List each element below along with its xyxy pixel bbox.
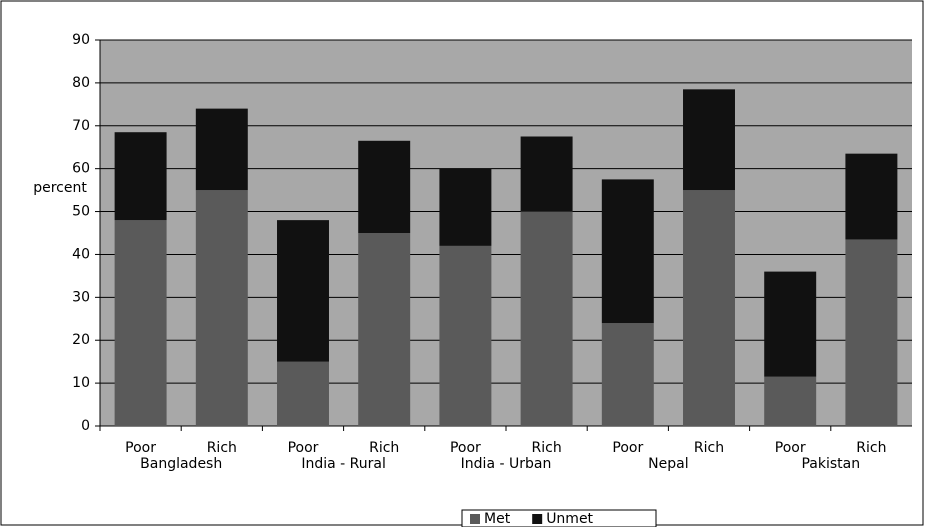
y-tick-label: 50 [72,204,90,220]
bar-segment [277,220,329,362]
x-tick-label: Rich [694,440,724,456]
legend-label: Met [484,511,511,527]
bar-segment [277,361,329,426]
y-tick-label: 0 [81,418,90,434]
group-label: India - Urban [461,456,552,472]
bar-segment [358,233,411,426]
group-label: Bangladesh [140,456,222,472]
y-tick-label: 90 [72,32,90,48]
bar-segment [764,376,817,426]
x-tick-label: Poor [775,440,806,456]
bar-segment [601,179,654,324]
y-tick-label: 10 [72,375,90,391]
y-tick-label: 80 [72,75,90,91]
y-tick-label: 40 [72,246,90,262]
bar-segment [114,132,167,221]
x-tick-label: Poor [612,440,643,456]
bar-segment [601,323,654,426]
bar-segment [114,220,167,426]
x-tick-label: Rich [532,440,562,456]
x-tick-label: Poor [288,440,319,456]
bar-segment [358,140,411,233]
bar-segment [845,239,898,426]
bar-segment [520,136,573,212]
legend-box [461,509,657,527]
bar-segment [764,271,817,377]
y-tick-label: 30 [72,289,90,305]
bar-segment [439,245,492,426]
y-tick-label: 70 [72,118,90,134]
legend-swatch [532,514,543,524]
bar-segment [520,211,573,426]
x-tick-label: Poor [125,440,156,456]
group-label: Pakistan [801,456,860,472]
legend-label: Unmet [546,511,593,527]
group-label: Nepal [648,456,688,472]
x-tick-label: Poor [450,440,481,456]
bar-segment [195,190,248,426]
group-label: India - Rural [301,456,386,472]
x-tick-label: Rich [369,440,399,456]
y-tick-label: 60 [72,161,90,177]
bar-segment [439,168,492,246]
legend-swatch [470,514,480,524]
y-axis-label: percent [33,180,87,196]
y-tick-label: 20 [72,332,90,348]
bar-segment [683,190,735,426]
bar-segment [683,89,735,191]
x-tick-label: Rich [856,440,886,456]
x-tick-label: Rich [207,440,237,456]
bar-segment [195,108,248,191]
bar-segment [845,153,898,240]
